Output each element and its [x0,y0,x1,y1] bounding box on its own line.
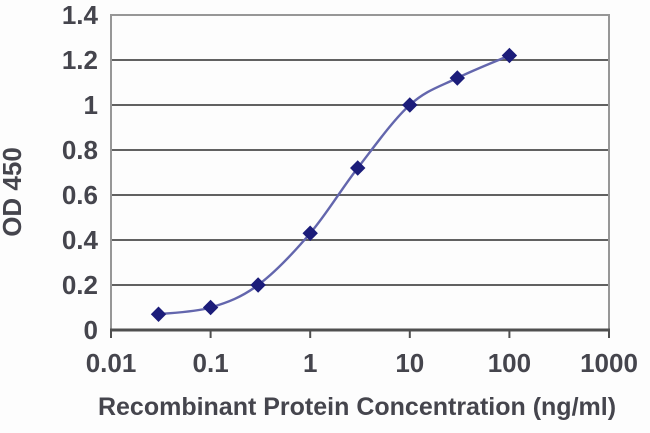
gridlines-layer [111,59,609,286]
data-point-marker [449,70,466,86]
x-tick-label: 0.1 [193,348,229,378]
data-point-marker [150,306,167,322]
x-axis-title: Recombinant Protein Concentration (ng/ml… [98,393,616,421]
x-tick-label: 100 [488,348,531,378]
y-tick-label: 1.4 [62,0,99,30]
y-tick-label: 1 [84,90,98,120]
y-tick-label: 0.8 [62,135,98,165]
data-point-marker [250,277,266,293]
data-series-layer [150,47,518,322]
x-tick-label: 1 [303,348,317,378]
plot-frame-layer [110,14,610,338]
x-tick-label: 1000 [580,348,638,378]
y-tick-label: 0.6 [62,180,98,210]
x-tick-label: 10 [395,348,424,378]
data-point-marker [402,97,418,113]
x-tick-label: 0.01 [86,348,137,378]
y-tick-label: 1.2 [62,45,98,75]
data-point-marker [350,160,366,176]
y-tick-label: 0.2 [62,270,98,300]
y-tick-label: 0.4 [62,225,99,255]
curve-line [157,54,511,316]
data-point-marker [302,225,318,241]
y-tick-label: 0 [84,315,98,345]
data-point-marker [501,47,518,64]
y-axis-title: OD 450 [0,147,27,237]
data-point-marker [202,299,219,316]
tick-labels-layer: 0.01 0.1 1 10 100 1000 0 0.2 0.4 0.6 0.8 1 1.2 1.4 [62,0,638,378]
